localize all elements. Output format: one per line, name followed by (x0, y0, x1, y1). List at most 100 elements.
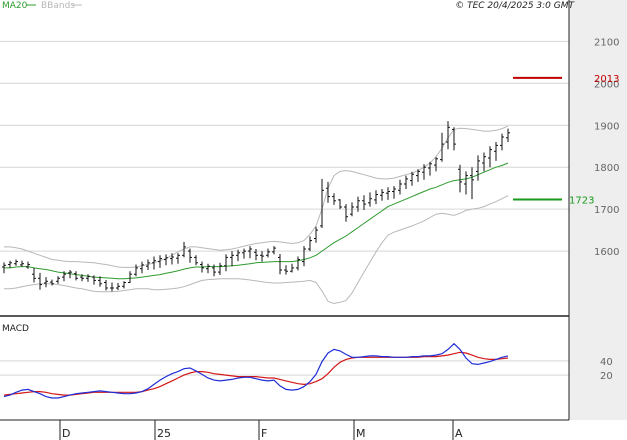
ohlc-bar (320, 178, 324, 228)
ohlc-bar (68, 270, 72, 279)
ohlc-bar (158, 255, 162, 268)
ohlc-bar (152, 256, 156, 270)
price-tick-label: 1600 (594, 247, 619, 258)
ohlc-bar (482, 152, 486, 172)
ohlc-bar (440, 132, 444, 162)
ohlc-bar (116, 283, 120, 291)
support-label: 1723 (569, 196, 594, 207)
ohlc-bar (128, 271, 132, 283)
ohlc-bar (230, 251, 234, 267)
copyright-text: © TEC 20/4/2025 3:0 GMT (455, 1, 575, 11)
ohlc-bar (50, 279, 54, 286)
ohlc-bar (176, 253, 180, 264)
price-grid (0, 40, 569, 252)
ohlc-bar (290, 263, 294, 273)
ohlc-bar (362, 195, 366, 210)
ohlc-bar (8, 260, 12, 268)
ohlc-bar (500, 133, 504, 151)
ohlc-bar (98, 276, 102, 287)
macd-signal-line (3, 351, 509, 396)
ohlc-bar (350, 202, 354, 217)
ohlc-bar (164, 254, 168, 266)
ohlc-bar (182, 241, 186, 258)
ohlc-bar (404, 175, 408, 189)
axis-sidebar (569, 0, 627, 420)
ohlc-bar (410, 171, 414, 186)
x-tick-label: 25 (157, 427, 171, 440)
macd-grid (0, 360, 569, 376)
ohlc-bar (248, 246, 252, 259)
macd-tick-label: 20 (600, 371, 613, 382)
ohlc-bar (200, 261, 204, 273)
ohlc-bar (20, 260, 24, 267)
ohlc-bar (104, 280, 108, 291)
ohlc-bar (428, 161, 432, 176)
ohlc-bar (314, 226, 318, 243)
ohlc-bar (140, 261, 144, 274)
price-tick-label: 2000 (594, 79, 619, 90)
ohlc-bar (368, 192, 372, 207)
ohlc-bar (470, 167, 474, 200)
ohlc-bar (380, 189, 384, 201)
resistance-label: 2013 (594, 74, 619, 85)
ohlc-bar (26, 261, 30, 269)
ohlc-bar (494, 142, 498, 161)
price-tick-label: 1800 (594, 163, 619, 174)
ohlc-bar (398, 179, 402, 195)
x-tick-label: A (455, 427, 463, 440)
ohlc-bar (284, 265, 288, 275)
ohlc-bar (134, 264, 138, 277)
ohlc-bar (86, 274, 90, 282)
ohlc-bar (14, 259, 18, 266)
price-axis-labels: 1600 1700 1800 1900 2000 2100 (594, 37, 619, 258)
ohlc-bar (92, 275, 96, 285)
ohlc-bar (44, 277, 48, 288)
ohlc-bar (422, 164, 426, 180)
ohlc-bar (296, 256, 300, 271)
macd-line (3, 342, 509, 399)
ohlc-bar (236, 249, 240, 262)
ohlc-bars (2, 121, 510, 292)
price-panel: 1600 1700 1800 1900 2000 2100 2013 1723 (0, 37, 619, 305)
ohlc-bar (338, 199, 342, 210)
ohlc-bar (464, 171, 468, 195)
ohlc-bar (218, 262, 222, 275)
macd-tick-label: 40 (600, 357, 613, 368)
legend-bbands: BBands (41, 1, 75, 11)
ohlc-bar (110, 282, 114, 292)
ohlc-bar (2, 262, 6, 274)
bbands-lower-line (4, 195, 509, 305)
ohlc-bar (374, 190, 378, 205)
ohlc-bar (326, 181, 330, 203)
ohlc-bar (260, 251, 264, 262)
ohlc-bar (416, 169, 420, 182)
price-tick-label: 1700 (594, 205, 619, 216)
ohlc-bar (254, 249, 258, 261)
ohlc-bar (446, 121, 450, 150)
ohlc-bar (452, 127, 456, 151)
ohlc-bar (356, 196, 360, 212)
price-tick-label: 2100 (594, 37, 619, 48)
ohlc-bar (392, 186, 396, 199)
ohlc-bar (224, 254, 228, 272)
ohlc-bar (278, 254, 282, 275)
ohlc-bar (38, 272, 42, 290)
ohlc-bar (476, 155, 480, 181)
x-tick-label: F (261, 427, 267, 440)
ohlc-bar (122, 281, 126, 289)
ohlc-bar (74, 271, 78, 281)
ohlc-bar (212, 264, 216, 277)
ohlc-bar (56, 276, 60, 284)
ohlc-bar (242, 248, 246, 259)
legend-ma20: MA20 (2, 1, 28, 11)
ohlc-bar (188, 248, 192, 263)
ohlc-bar (170, 253, 174, 265)
price-tick-label: 1900 (594, 121, 619, 132)
ohlc-bar (344, 204, 348, 222)
ohlc-bar (80, 274, 84, 282)
ohlc-bar (62, 271, 66, 282)
ohlc-bar (386, 187, 390, 200)
